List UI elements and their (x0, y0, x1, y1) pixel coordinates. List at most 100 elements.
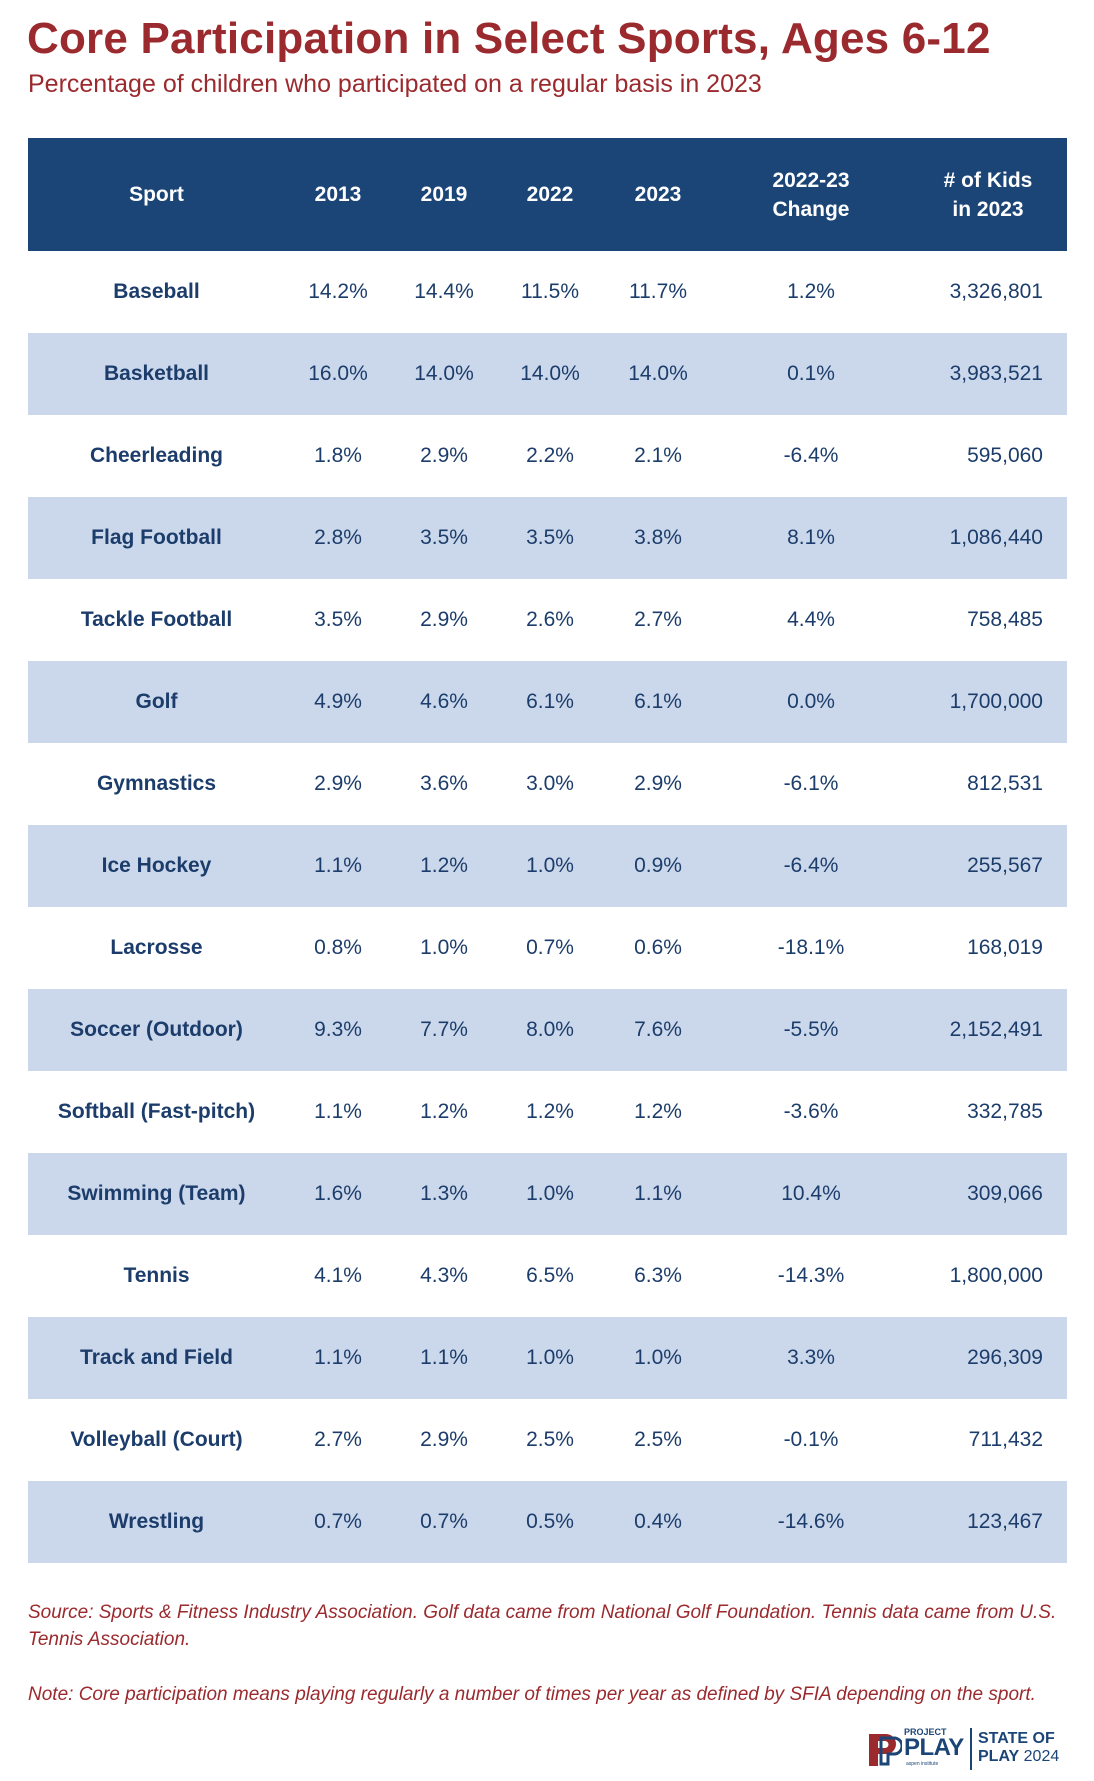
participation-cell: 0.7% (285, 1481, 391, 1563)
kids-count-cell: 296,309 (909, 1317, 1067, 1399)
table-body: Baseball 14.2% 14.4% 11.5% 11.7% 1.2% 3,326,80… (28, 251, 1067, 1563)
column-header: 2019 (391, 138, 497, 251)
participation-cell: 1.0% (497, 825, 603, 907)
table-row: Lacrosse 0.8% 1.0% 0.7% 0.6% -18.1% 168,019 (28, 907, 1067, 989)
column-header-label-line2: Change (772, 197, 850, 221)
participation-cell: 4.9% (285, 661, 391, 743)
kids-count-cell: 3,326,801 (949, 280, 1043, 303)
participation-cell: 1.2% (634, 1100, 682, 1123)
column-header-label: 2022 (526, 183, 574, 206)
change-cell: 10.4% (713, 1153, 909, 1235)
sport-name-cell: Soccer (Outdoor) (28, 989, 285, 1071)
participation-cell: 1.2% (420, 1100, 468, 1123)
participation-cell: 4.6% (391, 661, 497, 743)
logo-group: PROJECT PLAY aspen institute STATE OF PL… (866, 1726, 1066, 1772)
table-row: Volleyball (Court) 2.7% 2.9% 2.5% 2.5% -0.1% 7… (28, 1399, 1067, 1481)
participation-cell: 11.7% (629, 280, 687, 303)
participation-cell: 3.5% (314, 608, 362, 631)
column-header-label: # of Kids (943, 168, 1033, 192)
participation-cell: 9.3% (285, 989, 391, 1071)
sport-name-cell: Tackle Football (80, 608, 233, 631)
participation-cell: 6.3% (634, 1264, 682, 1287)
participation-cell: 14.0% (603, 333, 713, 415)
participation-cell: 2.7% (634, 608, 682, 631)
change-cell: -5.5% (713, 989, 909, 1071)
participation-cell: 4.1% (314, 1264, 362, 1287)
kids-count-cell: 711,432 (968, 1428, 1043, 1451)
participation-table-container: Sport 2013 2019 2022 2023 2022-23 Change # of K… (28, 138, 1067, 1563)
sport-name-cell: Swimming (Team) (28, 1153, 285, 1235)
table-row: Golf 4.9% 4.6% 6.1% 6.1% 0.0% 1,700,000 (28, 661, 1067, 743)
change-cell: -14.3% (777, 1264, 845, 1287)
change-cell: -6.4% (783, 444, 839, 467)
participation-cell: 0.7% (526, 936, 574, 959)
column-header: 2023 (603, 138, 713, 251)
participation-cell: 7.6% (603, 989, 713, 1071)
participation-table: Sport 2013 2019 2022 2023 2022-23 Change # of K… (28, 138, 1067, 1563)
participation-cell: 0.4% (603, 1481, 713, 1563)
column-header: 2013 (285, 138, 391, 251)
participation-cell: 2.1% (634, 444, 682, 467)
participation-cell: 1.6% (285, 1153, 391, 1235)
participation-cell: 0.6% (634, 936, 682, 959)
participation-cell: 0.5% (497, 1481, 603, 1563)
kids-count-cell: 595,060 (967, 444, 1043, 467)
sport-name-cell: Golf (28, 661, 285, 743)
participation-cell: 2.9% (420, 608, 468, 631)
table-row: Baseball 14.2% 14.4% 11.5% 11.7% 1.2% 3,326,80… (28, 251, 1067, 333)
participation-cell: 1.0% (420, 936, 468, 959)
participation-cell: 2.5% (634, 1428, 682, 1451)
column-header: 2022-23 Change (713, 138, 909, 251)
participation-cell: 2.7% (314, 1428, 362, 1451)
table-row: Softball (Fast-pitch) 1.1% 1.2% 1.2% 1.2% -3.… (28, 1071, 1067, 1153)
participation-cell: 1.0% (497, 1317, 603, 1399)
participation-cell: 1.2% (391, 825, 497, 907)
sport-name-cell: Ice Hockey (28, 825, 285, 907)
participation-cell: 6.5% (526, 1264, 574, 1287)
column-header-label: 2013 (314, 183, 362, 206)
participation-cell: 8.0% (497, 989, 603, 1071)
change-cell: -18.1% (777, 936, 845, 959)
aspen-institute-text: aspen institute (906, 1761, 939, 1767)
participation-cell: 2.9% (314, 772, 362, 795)
sport-name-cell: Basketball (28, 333, 285, 415)
participation-cell: 2.9% (420, 444, 468, 467)
sport-name-cell: Track and Field (28, 1317, 285, 1399)
sport-name-cell: Gymnastics (96, 772, 217, 795)
state-of-play-logo-year: 2024 (1023, 1748, 1060, 1765)
table-row: Tennis 4.1% 4.3% 6.5% 6.3% -14.3% 1,800,000 (28, 1235, 1067, 1317)
sport-name-cell: Tennis (123, 1264, 190, 1287)
state-of-play-logo-line1: STATE OF (978, 1730, 1055, 1747)
kids-count-cell: 1,700,000 (909, 661, 1067, 743)
column-header-label-line2: in 2023 (952, 197, 1024, 221)
table-row: Swimming (Team) 1.6% 1.3% 1.0% 1.1% 10.4% 309,… (28, 1153, 1067, 1235)
participation-cell: 0.8% (314, 936, 362, 959)
page-title: Core Participation in Select Sports, Age… (27, 14, 991, 63)
kids-count-cell: 1,800,000 (949, 1264, 1043, 1287)
column-header-label: Sport (129, 183, 184, 206)
participation-cell: 3.6% (420, 772, 468, 795)
project-play-logo-small-text: PROJECT (904, 1727, 947, 1737)
state-of-play-logo-play: PLAY (978, 1748, 1020, 1765)
kids-count-cell: 255,567 (909, 825, 1067, 907)
participation-cell: 14.4% (414, 280, 474, 303)
table-row: Track and Field 1.1% 1.1% 1.0% 1.0% 3.3% 296,3… (28, 1317, 1067, 1399)
change-cell: 8.1% (713, 497, 909, 579)
column-header: 2022 (497, 138, 603, 251)
participation-cell: 1.3% (391, 1153, 497, 1235)
column-header-label: 2019 (420, 183, 468, 206)
table-row: Flag Football 2.8% 3.5% 3.5% 3.8% 8.1% 1,086,4… (28, 497, 1067, 579)
change-cell: -14.6% (713, 1481, 909, 1563)
table-row: Tackle Football 3.5% 2.9% 2.6% 2.7% 4.4% 758,4… (28, 579, 1067, 661)
kids-count-cell: 332,785 (967, 1100, 1043, 1123)
sport-name-cell: Baseball (113, 280, 200, 303)
participation-cell: 3.0% (526, 772, 574, 795)
change-cell: 4.4% (787, 608, 835, 631)
participation-cell: 14.0% (391, 333, 497, 415)
table-row: Cheerleading 1.8% 2.9% 2.2% 2.1% -6.4% 595,060 (28, 415, 1067, 497)
kids-count-cell: 1,086,440 (909, 497, 1067, 579)
participation-cell: 0.9% (603, 825, 713, 907)
change-cell: 0.1% (713, 333, 909, 415)
participation-cell: 6.1% (497, 661, 603, 743)
change-cell: 1.2% (787, 280, 835, 303)
